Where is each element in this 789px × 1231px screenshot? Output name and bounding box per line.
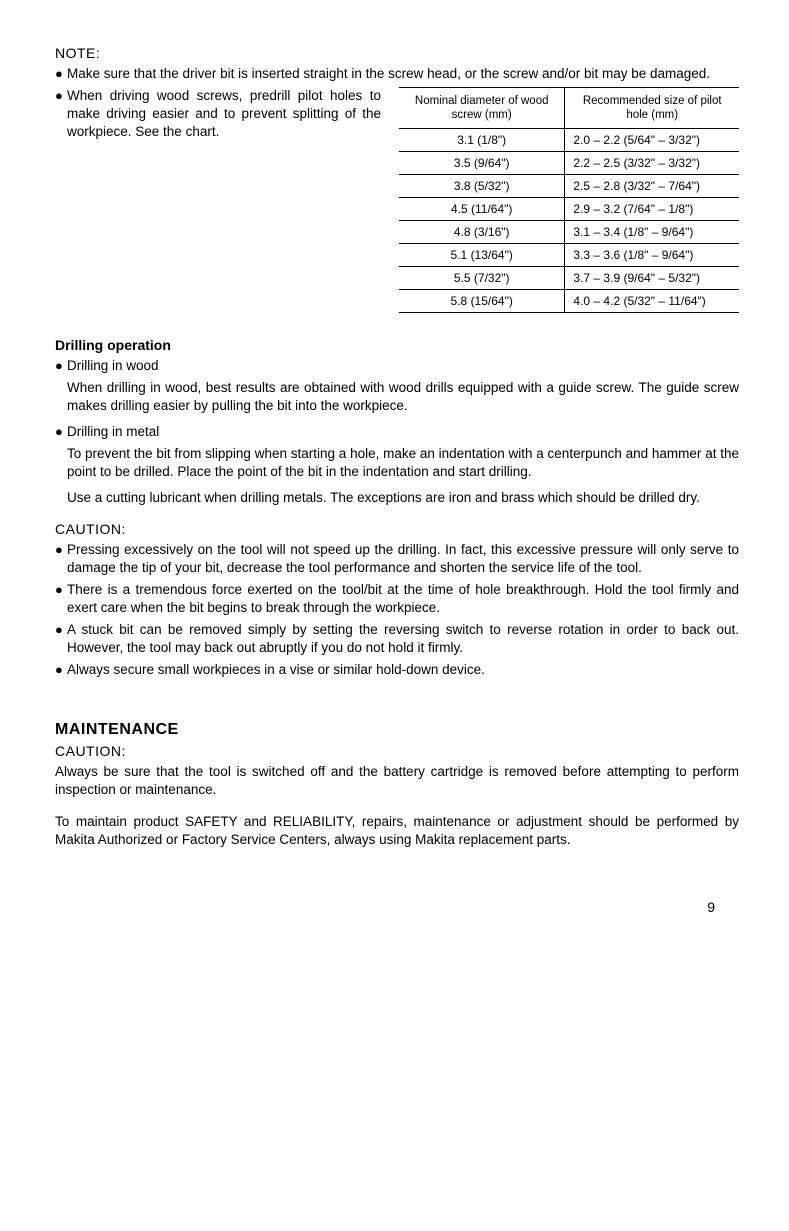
bullet-icon: ● xyxy=(55,357,67,375)
bullet-icon: ● xyxy=(55,621,67,657)
note-item: ● When driving wood screws, predrill pil… xyxy=(55,87,381,141)
drilling-wood-label: Drilling in wood xyxy=(67,357,739,375)
drilling-wood-text: When drilling in wood, best results are … xyxy=(67,379,739,415)
table-row: 5.1 (13/64")3.3 – 3.6 (1/8" – 9/64") xyxy=(399,244,739,267)
caution-text: Pressing excessively on the tool will no… xyxy=(67,541,739,577)
drilling-metal-label: Drilling in metal xyxy=(67,423,739,441)
table-row: 3.1 (1/8")2.0 – 2.2 (5/64" – 3/32") xyxy=(399,129,739,152)
bullet-icon: ● xyxy=(55,87,67,141)
bullet-icon: ● xyxy=(55,541,67,577)
table-row: 4.8 (3/16")3.1 – 3.4 (1/8" – 9/64") xyxy=(399,221,739,244)
two-column-section: ● When driving wood screws, predrill pil… xyxy=(55,87,739,313)
caution-label: CAUTION: xyxy=(55,521,739,537)
table-cell: 2.2 – 2.5 (3/32" – 3/32") xyxy=(565,152,739,175)
table-cell: 3.1 – 3.4 (1/8" – 9/64") xyxy=(565,221,739,244)
table-row: 5.5 (7/32")3.7 – 3.9 (9/64" – 5/32") xyxy=(399,267,739,290)
caution-text: Always secure small workpieces in a vise… xyxy=(67,661,739,679)
caution-item: ● There is a tremendous force exerted on… xyxy=(55,581,739,617)
table-cell: 4.5 (11/64") xyxy=(399,198,565,221)
drilling-metal-text: To prevent the bit from slipping when st… xyxy=(67,445,739,481)
table-cell: 4.0 – 4.2 (5/32" – 11/64") xyxy=(565,290,739,313)
bullet-icon: ● xyxy=(55,581,67,617)
drilling-metal-item: ● Drilling in metal xyxy=(55,423,739,441)
caution-item: ● Always secure small workpieces in a vi… xyxy=(55,661,739,679)
table-cell: 2.5 – 2.8 (3/32" – 7/64") xyxy=(565,175,739,198)
note-label: NOTE: xyxy=(55,45,739,61)
table-row: 3.8 (5/32")2.5 – 2.8 (3/32" – 7/64") xyxy=(399,175,739,198)
caution-item: ● A stuck bit can be removed simply by s… xyxy=(55,621,739,657)
table-cell: 2.0 – 2.2 (5/64" – 3/32") xyxy=(565,129,739,152)
table-cell: 5.1 (13/64") xyxy=(399,244,565,267)
note-item: ● Make sure that the driver bit is inser… xyxy=(55,65,739,83)
table-cell: 5.8 (15/64") xyxy=(399,290,565,313)
bullet-icon: ● xyxy=(55,65,67,83)
table-cell: 3.1 (1/8") xyxy=(399,129,565,152)
table-cell: 3.5 (9/64") xyxy=(399,152,565,175)
table-cell: 2.9 – 3.2 (7/64" – 1/8") xyxy=(565,198,739,221)
caution-text: A stuck bit can be removed simply by set… xyxy=(67,621,739,657)
drilling-heading: Drilling operation xyxy=(55,337,739,353)
table-header: Nominal diameter of wood screw (mm) xyxy=(399,88,565,129)
chart-column: Nominal diameter of wood screw (mm) Reco… xyxy=(399,87,739,313)
drilling-metal-text: Use a cutting lubricant when drilling me… xyxy=(67,489,739,507)
table-cell: 3.3 – 3.6 (1/8" – 9/64") xyxy=(565,244,739,267)
maintenance-heading: MAINTENANCE xyxy=(55,721,739,739)
table-row: 3.5 (9/64")2.2 – 2.5 (3/32" – 3/32") xyxy=(399,152,739,175)
bullet-icon: ● xyxy=(55,423,67,441)
table-cell: 3.7 – 3.9 (9/64" – 5/32") xyxy=(565,267,739,290)
table-row: 4.5 (11/64")2.9 – 3.2 (7/64" – 1/8") xyxy=(399,198,739,221)
maintenance-para: To maintain product SAFETY and RELIABILI… xyxy=(55,813,739,849)
table-header: Recommended size of pilot hole (mm) xyxy=(565,88,739,129)
note-left-column: ● When driving wood screws, predrill pil… xyxy=(55,87,381,313)
page: NOTE: ● Make sure that the driver bit is… xyxy=(0,0,789,955)
table-row: 5.8 (15/64")4.0 – 4.2 (5/32" – 11/64") xyxy=(399,290,739,313)
bullet-icon: ● xyxy=(55,661,67,679)
table-cell: 3.8 (5/32") xyxy=(399,175,565,198)
caution-item: ● Pressing excessively on the tool will … xyxy=(55,541,739,577)
pilot-hole-table: Nominal diameter of wood screw (mm) Reco… xyxy=(399,87,739,313)
table-cell: 4.8 (3/16") xyxy=(399,221,565,244)
note-text: Make sure that the driver bit is inserte… xyxy=(67,65,739,83)
caution-text: There is a tremendous force exerted on t… xyxy=(67,581,739,617)
page-number: 9 xyxy=(55,899,739,915)
table-cell: 5.5 (7/32") xyxy=(399,267,565,290)
note-text: When driving wood screws, predrill pilot… xyxy=(67,87,381,141)
maintenance-caution-label: CAUTION: xyxy=(55,743,739,759)
drilling-wood-item: ● Drilling in wood xyxy=(55,357,739,375)
maintenance-para: Always be sure that the tool is switched… xyxy=(55,763,739,799)
